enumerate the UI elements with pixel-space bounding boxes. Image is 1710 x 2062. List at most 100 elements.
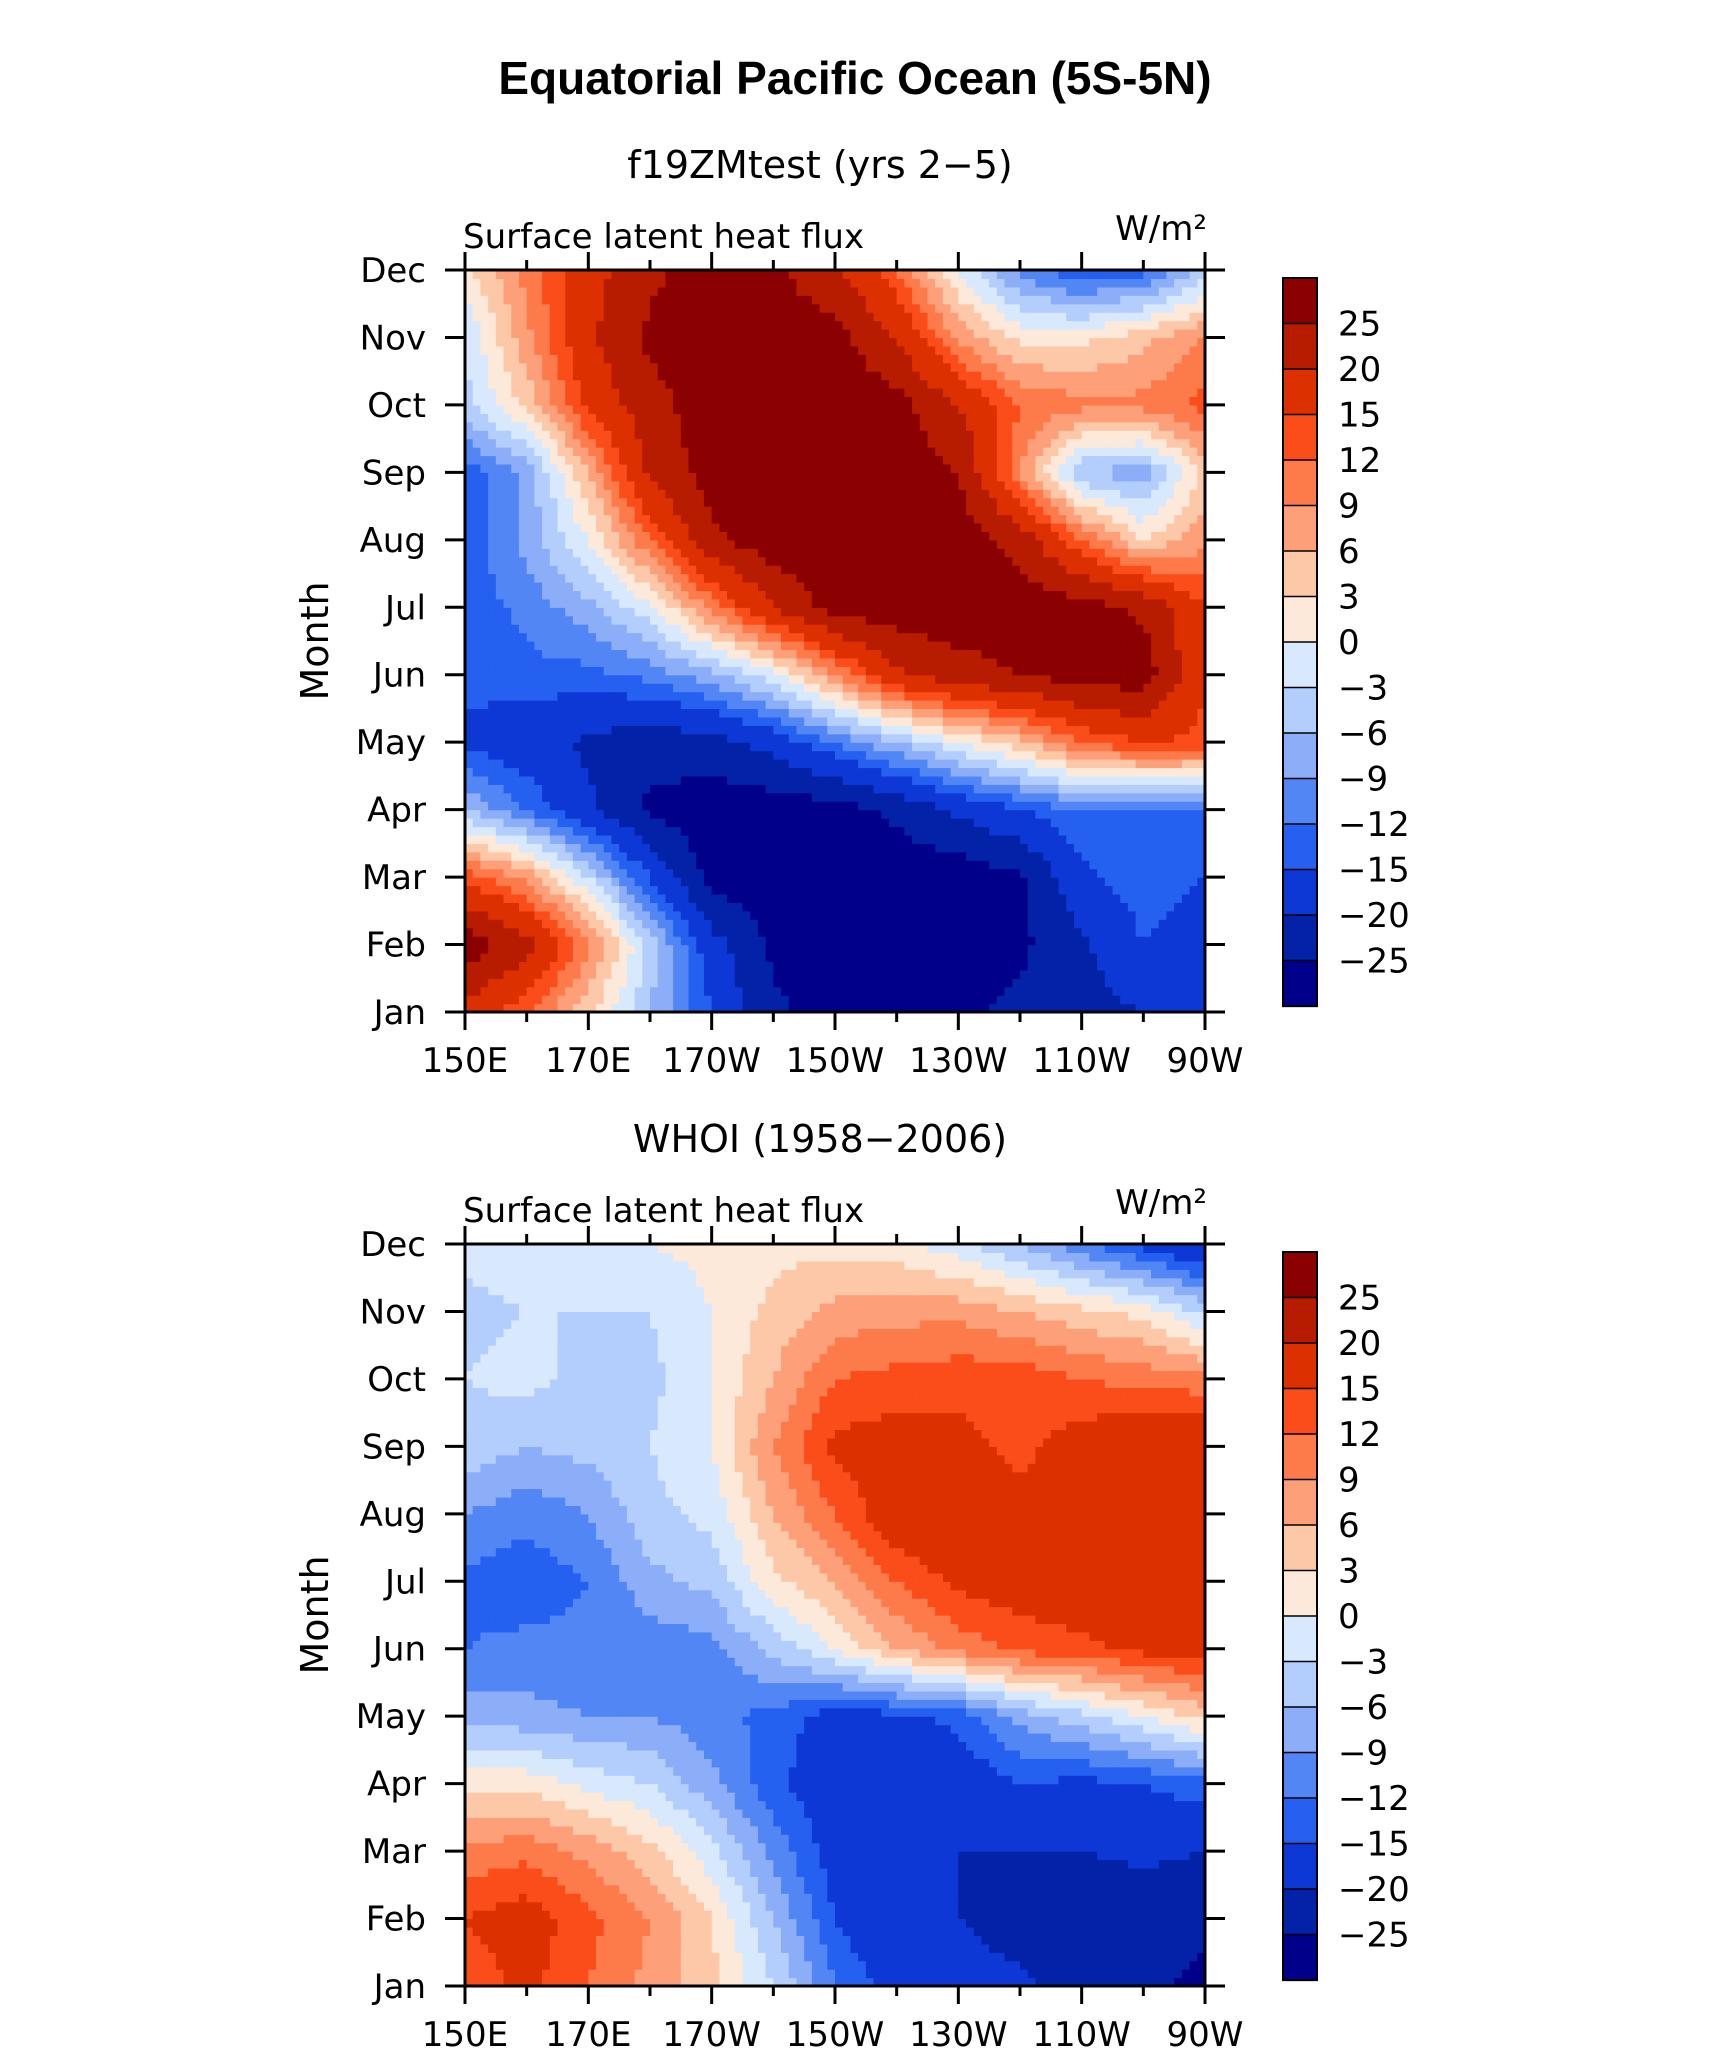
heatmap-cell	[811, 480, 821, 490]
heatmap-cell	[858, 480, 867, 490]
heatmap-cell	[734, 329, 744, 339]
heatmap-cell	[549, 539, 559, 549]
heatmap-cell	[534, 902, 543, 912]
heatmap-cell	[657, 607, 667, 617]
heatmap-cell	[642, 750, 651, 760]
heatmap-cell	[842, 944, 852, 954]
heatmap-cell	[503, 447, 512, 457]
heatmap-cell	[572, 691, 582, 701]
heatmap-cell	[557, 286, 566, 296]
heatmap-cell	[549, 708, 559, 718]
heatmap-cell	[518, 396, 528, 406]
heatmap-cell	[680, 463, 690, 473]
heatmap-cell	[634, 565, 643, 575]
heatmap-cell	[804, 607, 813, 617]
heatmap-cell	[495, 581, 505, 592]
heatmap-cell	[495, 969, 505, 979]
heatmap-cell	[572, 270, 582, 280]
heatmap-cell	[634, 421, 643, 431]
heatmap-cell	[565, 952, 574, 963]
heatmap-cell	[827, 438, 836, 448]
heatmap-cell	[873, 455, 882, 465]
heatmap-cell	[757, 742, 767, 752]
heatmap-cell	[850, 885, 859, 895]
heatmap-cell	[642, 598, 651, 608]
heatmap-cell	[696, 430, 705, 440]
heatmap-cell	[688, 531, 697, 541]
heatmap-cell	[549, 295, 559, 305]
heatmap-cell	[565, 539, 574, 549]
heatmap-cell	[549, 919, 559, 929]
heatmap-cell	[642, 1003, 651, 1012]
heatmap-cell	[688, 944, 697, 954]
heatmap-cell	[696, 843, 705, 853]
heatmap-cell	[534, 826, 543, 836]
heatmap-cell	[865, 809, 875, 819]
heatmap-cell	[549, 868, 559, 878]
heatmap-cell	[680, 801, 690, 811]
heatmap-cell	[727, 598, 736, 608]
heatmap-cell	[572, 480, 582, 490]
heatmap-cell	[565, 312, 574, 322]
heatmap-cell	[565, 463, 574, 473]
heatmap-cell	[596, 270, 605, 280]
heatmap-cell	[480, 927, 489, 937]
heatmap-cell	[673, 657, 682, 667]
heatmap-cell	[727, 463, 736, 473]
heatmap-cell	[565, 725, 574, 735]
heatmap-cell	[819, 944, 828, 954]
heatmap-cell	[865, 447, 875, 457]
heatmap-cell	[503, 480, 512, 490]
heatmap-cell	[858, 421, 867, 431]
heatmap-cell	[842, 775, 852, 785]
heatmap-cell	[572, 826, 582, 836]
heatmap-cell	[781, 843, 790, 853]
heatmap-cell	[472, 312, 482, 322]
heatmap-cell	[588, 548, 597, 558]
heatmap-cell	[472, 430, 482, 440]
heatmap-cell	[465, 818, 474, 828]
heatmap-cell	[804, 986, 813, 996]
heatmap-cell	[572, 725, 582, 735]
heatmap-cell	[811, 860, 821, 870]
heatmap-cell	[465, 809, 474, 819]
heatmap-cell	[896, 978, 905, 988]
heatmap-cell	[750, 295, 759, 305]
heatmap-cell	[650, 548, 659, 558]
heatmap-cell	[634, 388, 643, 398]
heatmap-cell	[881, 632, 890, 642]
heatmap-cell	[657, 404, 667, 414]
heatmap-cell	[534, 539, 543, 549]
heatmap-cell	[727, 708, 736, 718]
heatmap-cell	[835, 345, 844, 355]
heatmap-cell	[865, 514, 875, 524]
heatmap-cell	[819, 548, 828, 558]
heatmap-cell	[757, 834, 767, 844]
heatmap-cell	[858, 615, 867, 625]
heatmap-cell	[642, 885, 651, 895]
heatmap-cell	[503, 286, 512, 296]
heatmap-cell	[781, 834, 790, 844]
heatmap-cell	[603, 539, 613, 549]
heatmap-cell	[719, 725, 728, 735]
heatmap-cell	[503, 489, 512, 499]
heatmap-cell	[580, 329, 589, 339]
heatmap-cell	[588, 472, 597, 482]
heatmap-cell	[719, 624, 728, 634]
heatmap-cell	[858, 624, 867, 634]
heatmap-cell	[549, 927, 559, 937]
heatmap-cell	[688, 936, 697, 946]
heatmap-cell	[827, 885, 836, 895]
heatmap-cell	[557, 354, 566, 364]
heatmap-cell	[526, 303, 535, 313]
heatmap-cell	[511, 472, 520, 482]
heatmap-cell	[888, 961, 898, 971]
heatmap-cell	[865, 506, 875, 516]
heatmap-cell	[480, 657, 489, 667]
heatmap-cell	[804, 944, 813, 954]
heatmap-cell	[850, 413, 859, 423]
heatmap-cell	[711, 607, 720, 617]
heatmap-cell	[696, 581, 705, 592]
heatmap-cell	[858, 750, 867, 760]
heatmap-cell	[619, 388, 628, 398]
